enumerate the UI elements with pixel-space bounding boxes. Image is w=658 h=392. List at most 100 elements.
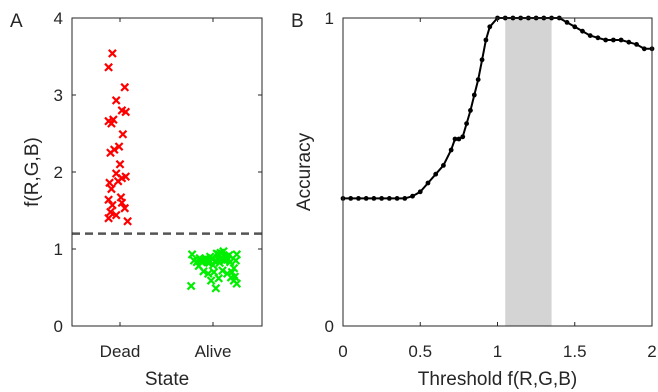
- alive-point: [232, 250, 242, 259]
- accuracy-point: [587, 33, 593, 38]
- x-tick-label: 1.5: [563, 342, 587, 361]
- alive-point: [219, 246, 228, 256]
- dead-point: [108, 49, 117, 58]
- alive-point: [229, 263, 239, 273]
- accuracy-point: [394, 196, 400, 201]
- accuracy-point: [410, 193, 415, 199]
- accuracy-point: [487, 24, 493, 30]
- accuracy-point: [603, 37, 609, 43]
- accuracy-point: [425, 180, 431, 186]
- dead-point: [123, 216, 132, 226]
- alive-point: [186, 281, 196, 291]
- dead-point: [120, 203, 130, 213]
- dead-point: [115, 159, 125, 169]
- accuracy-point: [441, 163, 446, 168]
- dead-point: [118, 129, 128, 139]
- y-tick-label: 0: [325, 317, 334, 336]
- accuracy-point: [452, 136, 458, 142]
- dead-point: [114, 142, 124, 151]
- alive-series: [186, 246, 242, 293]
- accuracy-point: [417, 189, 423, 195]
- accuracy-point: [464, 121, 469, 126]
- panel-a-x-ticks: Dead Alive: [100, 18, 232, 361]
- panel-a: A 0 1 2 3 4 Dead Alive State f(R,G,B): [10, 9, 263, 390]
- dead-point: [105, 178, 114, 188]
- x-tick-label: 1: [493, 342, 502, 361]
- alive-point: [187, 250, 197, 259]
- dead-point: [120, 82, 130, 92]
- accuracy-point: [363, 196, 369, 201]
- accuracy-line: [343, 17, 652, 200]
- accuracy-point: [460, 134, 466, 140]
- accuracy-point: [471, 92, 477, 98]
- optimal-threshold-band: [505, 18, 552, 326]
- dead-point: [107, 184, 116, 194]
- accuracy-point: [626, 39, 632, 45]
- panel-b-y-ticks: 01: [325, 9, 652, 336]
- accuracy-point: [595, 35, 601, 41]
- x-tick-label: 0: [338, 342, 347, 361]
- accuracy-point: [379, 196, 385, 201]
- dead-point: [111, 210, 121, 220]
- accuracy-point: [456, 136, 462, 142]
- panel-b-y-label: Accuracy: [294, 132, 315, 211]
- accuracy-point: [572, 24, 578, 30]
- y-tick-label: 2: [54, 163, 63, 182]
- accuracy-point: [564, 20, 570, 25]
- dead-point: [106, 207, 115, 217]
- dead-point: [104, 62, 113, 72]
- accuracy-point: [402, 196, 408, 201]
- alive-point: [203, 269, 213, 279]
- alive-point: [214, 273, 224, 283]
- panel-a-y-label: f(R,G,B): [22, 137, 43, 207]
- y-tick-label: 4: [54, 9, 63, 28]
- accuracy-point: [641, 46, 647, 52]
- accuracy-point: [618, 37, 624, 43]
- accuracy-point: [348, 196, 354, 201]
- accuracy-point: [448, 147, 454, 153]
- alive-point: [232, 279, 242, 289]
- alive-point: [211, 283, 221, 293]
- alive-point: [224, 250, 234, 260]
- dead-series: [104, 49, 132, 226]
- y-tick-label: 0: [54, 317, 63, 336]
- accuracy-point: [634, 42, 639, 47]
- y-tick-label: 1: [325, 9, 334, 28]
- dead-point: [108, 200, 117, 210]
- panel-a-letter: A: [10, 11, 23, 32]
- dead-point: [106, 148, 115, 158]
- alive-point: [199, 266, 208, 276]
- panel-b: B 01 0 0.5 1 1.5 2 Threshold f(R,G,B) Accura…: [291, 9, 657, 390]
- dead-point: [107, 119, 116, 128]
- alive-point: [218, 266, 227, 275]
- dead-point: [113, 176, 123, 186]
- dead-point: [104, 195, 113, 205]
- y-tick-label: 1: [54, 240, 63, 259]
- accuracy-point: [479, 57, 485, 63]
- accuracy-point: [386, 196, 392, 201]
- x-tick-label: 0.5: [408, 342, 432, 361]
- accuracy-point: [610, 37, 616, 43]
- alive-point: [206, 276, 216, 285]
- accuracy-point: [433, 171, 439, 177]
- panel-a-y-ticks: 0 1 2 3 4: [54, 9, 262, 336]
- x-tick-label: Alive: [195, 342, 232, 361]
- dead-point: [104, 213, 113, 223]
- accuracy-point: [371, 196, 377, 201]
- accuracy-point: [356, 196, 361, 201]
- dead-point: [117, 198, 127, 208]
- panel-b-x-ticks: 0 0.5 1 1.5 2: [338, 18, 657, 361]
- panel-a-x-label: State: [145, 369, 189, 390]
- x-tick-label: Dead: [100, 342, 141, 361]
- x-tick-label: 2: [647, 342, 656, 361]
- dead-point: [121, 107, 131, 117]
- accuracy-point: [475, 77, 481, 82]
- accuracy-point: [483, 37, 489, 43]
- alive-point: [225, 257, 235, 267]
- panel-b-letter: B: [291, 11, 304, 32]
- accuracy-markers: [340, 15, 655, 201]
- panel-b-x-label: Threshold f(R,G,B): [418, 369, 577, 390]
- dead-point: [111, 96, 121, 105]
- y-tick-label: 3: [54, 86, 63, 105]
